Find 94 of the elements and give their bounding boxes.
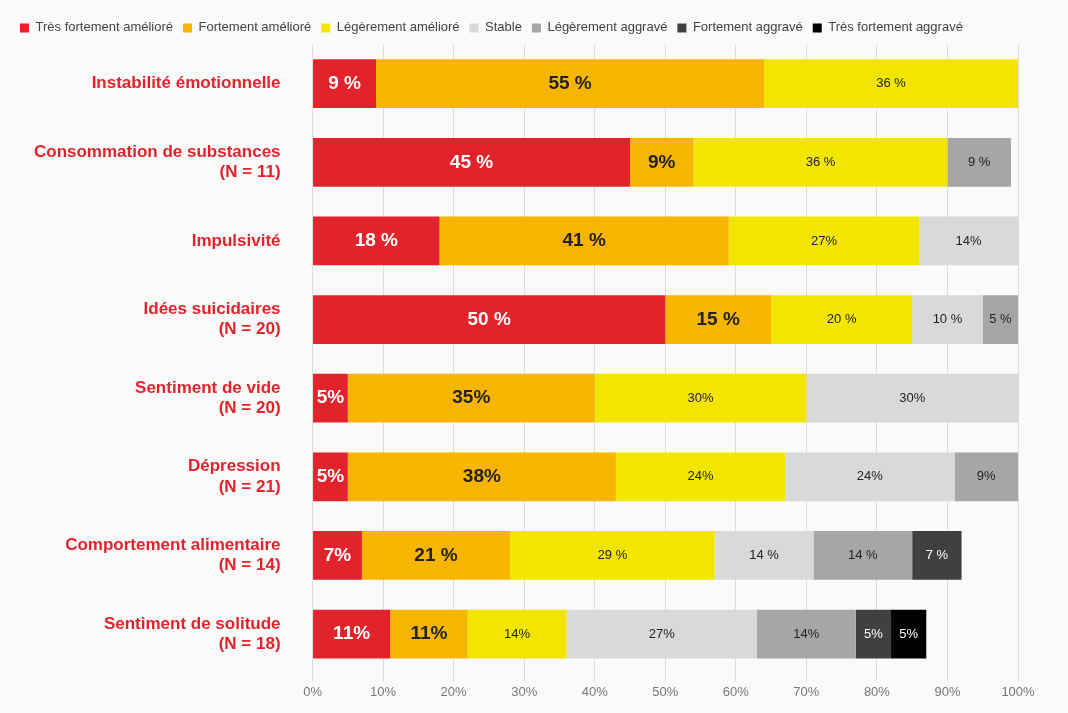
y-tick-label: Impulsivité [191,230,281,250]
bar [891,609,927,659]
data-label: 5 % [989,311,1012,327]
data-label: 14 % [847,547,879,563]
bar [947,137,1011,187]
bar [594,373,807,423]
x-tick-label: 10% [370,683,397,699]
data-label: 50 % [467,307,511,329]
data-label: 10 % [932,311,963,327]
legend-label: Légèrement amélioré [336,19,460,35]
y-tick-label: Sentiment de solitude (N = 18) [103,613,281,653]
x-tick-label: 40% [581,683,609,699]
legend-label: Légèrement aggravé [547,19,668,35]
bar [390,609,468,659]
data-label: 27% [648,625,676,641]
bar [665,295,772,344]
data-label: 27% [810,232,838,248]
x-tick-label: 20% [440,683,468,699]
data-label: 30% [687,389,714,405]
data-label: 5% [316,386,345,408]
legend-label: Fortement aggravé [692,19,803,35]
data-label: 7 % [925,547,949,563]
y-tick-label: Consommation de substances (N = 11) [33,141,281,182]
y-tick-label: Idées suicidaires (N = 20) [143,299,281,339]
data-label: 11% [333,622,371,644]
data-label: 35% [452,386,491,408]
data-label: 5% [899,625,919,641]
data-label: 11% [410,622,448,644]
y-tick-label: Dépression (N = 21) [187,456,281,496]
data-label: 36 % [876,75,907,91]
bar [764,59,1018,109]
x-tick-label: 100% [1001,683,1036,699]
data-label: 30% [899,389,926,405]
bar [813,531,913,580]
bar [855,609,892,659]
data-label: 41 % [562,229,606,251]
data-label: 29 % [597,547,628,563]
data-label: 14% [955,232,983,248]
legend-label: Fortement amélioré [198,19,312,35]
bar [615,452,786,502]
data-label: 18 % [354,229,399,251]
bar [313,609,391,659]
bar [313,531,362,580]
data-label: 21 % [414,543,458,565]
legend-label: Très fortement aggravé [828,19,963,35]
data-label: 9% [976,468,997,484]
y-tick-label: Sentiment de vide (N = 20) [135,377,281,418]
x-tick-label: 90% [934,683,961,699]
data-label: 24% [856,468,884,484]
bar [313,295,666,344]
data-label: 14 % [749,547,780,563]
bar [313,59,377,109]
data-label: 5% [863,625,884,641]
x-tick-label: 70% [793,683,820,699]
bar [467,609,567,659]
x-tick-label: 60% [722,683,750,699]
bar [347,373,595,423]
x-tick-label: 0% [303,683,323,699]
data-label: 9 % [328,71,362,93]
bar [954,452,1018,502]
data-label: 55 % [548,71,592,93]
data-label: 20 % [826,311,857,327]
bar [982,295,1018,344]
bar [912,531,962,580]
data-label: 38% [462,465,501,487]
x-tick-label: 80% [863,683,891,699]
bar [510,531,715,580]
data-label: 36 % [805,153,836,169]
bar [313,137,630,187]
data-label: 5% [316,465,345,487]
bar [376,59,765,109]
data-label: 24% [687,468,714,484]
y-tick-label: Instabilité émotionnelle [91,73,281,93]
data-label: 9% [648,150,676,172]
x-tick-label: 50% [652,683,679,699]
x-tick-label: 30% [511,683,538,699]
data-label: 7% [323,543,352,565]
bar [771,295,913,344]
bar [439,216,729,266]
legend-label: Très fortement amélioré [35,19,174,35]
bar [756,609,856,659]
y-tick-label: Comportement alimentaire (N = 14) [65,534,281,575]
bar [693,137,948,187]
data-label: 9 % [968,153,991,169]
bar [630,137,694,187]
bar [347,452,616,502]
bar [361,531,511,580]
legend-label: Stable [485,19,522,35]
bar [313,216,440,266]
bar [728,216,920,266]
data-label: 45 % [449,150,494,172]
data-label: 15 % [696,307,740,329]
data-label: 14% [504,625,531,641]
data-label: 14% [793,625,820,641]
